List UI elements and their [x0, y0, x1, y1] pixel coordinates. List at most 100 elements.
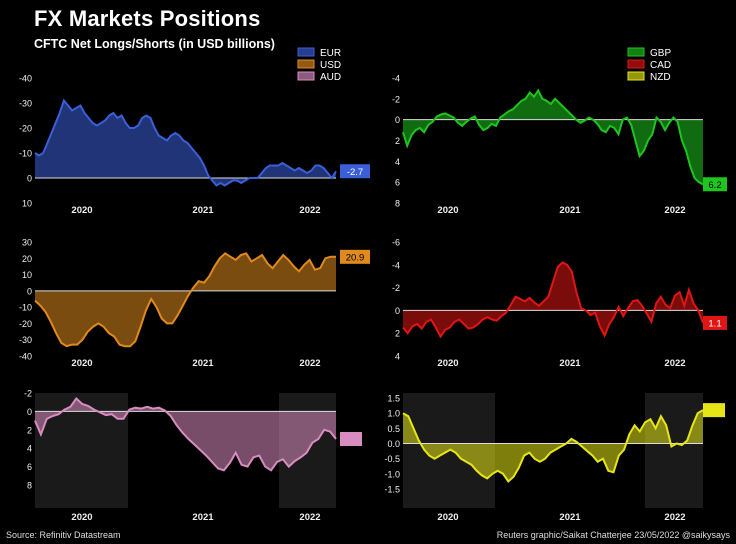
legend-label: EUR [320, 48, 341, 59]
series-line-gbp [402, 88, 704, 186]
series-area-eur [35, 100, 336, 186]
y-tick-label: 4 [395, 157, 400, 167]
x-tick-label: 2022 [299, 512, 320, 523]
legend-swatch [627, 71, 645, 81]
series-line-eur [34, 98, 337, 187]
y-tick-label: -30 [19, 335, 32, 345]
x-tick-label: 2022 [299, 205, 320, 216]
y-tick-label: 2 [395, 136, 400, 146]
y-tick-label: 0 [395, 115, 400, 125]
x-tick-label: 2021 [192, 512, 214, 523]
legend-label: CAD [650, 60, 671, 71]
legend-swatch [627, 47, 645, 57]
panel-aud: -2 0 2 4 6 8 2020 2021 2022 [24, 389, 362, 523]
x-tick-label: 2020 [437, 512, 458, 523]
y-tick-label: 0 [27, 407, 32, 417]
legend-swatch [297, 59, 315, 69]
end-value-box [340, 249, 370, 264]
x-tick-label: 2021 [192, 358, 214, 369]
end-value-box [340, 432, 362, 446]
y-tick-label: -6 [392, 238, 400, 248]
y-tick-label: 0 [27, 286, 32, 296]
end-value-label: 6.2 [708, 180, 721, 191]
y-tick-label: -2 [392, 283, 400, 293]
legend-label: NZD [650, 72, 671, 83]
legend-label: GBP [650, 48, 671, 59]
y-tick-label: -1.0 [384, 469, 400, 479]
y-tick-label: 0.5 [387, 424, 400, 434]
legend-swatch [627, 59, 645, 69]
y-tick-label: 8 [27, 481, 32, 491]
x-tick-label: 2021 [559, 358, 581, 369]
y-tick-label: -20 [19, 319, 32, 329]
y-tick-label: 4 [395, 352, 400, 362]
y-tick-label: -2 [24, 389, 32, 399]
y-tick-label: -1.5 [384, 485, 400, 495]
y-tick-label: -0.5 [384, 454, 400, 464]
chart-title: FX Markets Positions [34, 6, 261, 31]
y-tick-label: 1.0 [387, 409, 400, 419]
y-tick-label: 2 [27, 425, 32, 435]
y-tick-label: 6 [27, 462, 32, 472]
x-tick-label: 2020 [71, 205, 92, 216]
y-tick-label: 10 [22, 270, 32, 280]
series-line-nzd [402, 409, 704, 483]
x-tick-label: 2022 [664, 358, 685, 369]
legend-swatch [297, 71, 315, 81]
legend-swatch [297, 47, 315, 57]
credit-note: Reuters graphic/Saikat Chatterjee 23/05/… [496, 530, 730, 540]
series-line-aud [34, 396, 337, 472]
x-tick-label: 2020 [437, 358, 458, 369]
y-tick-label: -2 [392, 94, 400, 104]
x-tick-label: 2020 [437, 205, 458, 216]
panel-eur: -40 -30 -20 -10 0 10 2020 2021 2022 -2.7 [19, 74, 370, 216]
x-tick-label: 2022 [299, 358, 320, 369]
x-tick-label: 2020 [71, 512, 92, 523]
end-value-label: -2.7 [347, 167, 363, 178]
y-tick-label: 8 [395, 199, 400, 209]
x-tick-label: 2022 [664, 512, 685, 523]
series-area-gbp [403, 90, 703, 185]
end-value-box [703, 177, 727, 192]
series-line-cad [402, 261, 704, 339]
legend-label: AUD [320, 72, 341, 83]
x-tick-label: 2021 [559, 512, 581, 523]
y-tick-label: 6 [395, 178, 400, 188]
shade-band [645, 393, 703, 508]
panel-cad: -6 -4 -2 0 2 4 2020 2021 2022 1.1 [392, 238, 727, 369]
y-tick-label: -4 [392, 74, 400, 84]
y-tick-label: -10 [19, 149, 32, 159]
end-value-label: 1.1 [708, 318, 721, 329]
panel-usd: 30 20 10 0 -10 -20 -30 -40 2020 2021 2022 20.9 [19, 238, 370, 369]
panel-nzd: 1.5 1.0 0.5 0.0 -0.5 -1.0 -1.5 2020 2021 2022 [384, 393, 725, 523]
end-value-box [703, 315, 727, 330]
y-tick-label: 20 [22, 254, 32, 264]
y-tick-label: -40 [19, 74, 32, 84]
series-area-nzd [403, 410, 703, 482]
y-tick-label: 10 [22, 199, 32, 209]
x-tick-label: 2022 [664, 205, 685, 216]
y-tick-label: -20 [19, 124, 32, 134]
y-tick-label: 30 [22, 238, 32, 248]
y-tick-label: -4 [392, 260, 400, 270]
source-note: Source: Refinitiv Datastream [6, 530, 121, 540]
y-tick-label: -10 [19, 303, 32, 313]
y-tick-label: -40 [19, 352, 32, 362]
y-tick-label: -30 [19, 99, 32, 109]
x-tick-label: 2021 [192, 205, 214, 216]
end-value-box [703, 403, 725, 418]
y-tick-label: 0 [395, 306, 400, 316]
panel-gbp: -4 -2 0 2 4 6 8 2020 2021 2022 6.2 [392, 74, 727, 216]
end-value-box [340, 164, 370, 179]
y-tick-label: 4 [27, 444, 32, 454]
x-tick-label: 2020 [71, 358, 92, 369]
y-tick-label: 0 [27, 174, 32, 184]
y-tick-label: 2 [395, 329, 400, 339]
x-tick-label: 2021 [559, 205, 581, 216]
y-tick-label: 1.5 [387, 394, 400, 404]
series-line-usd [34, 252, 337, 348]
y-tick-label: 0.0 [387, 439, 400, 449]
chart-subtitle: CFTC Net Longs/Shorts (in USD billions) [34, 37, 275, 51]
